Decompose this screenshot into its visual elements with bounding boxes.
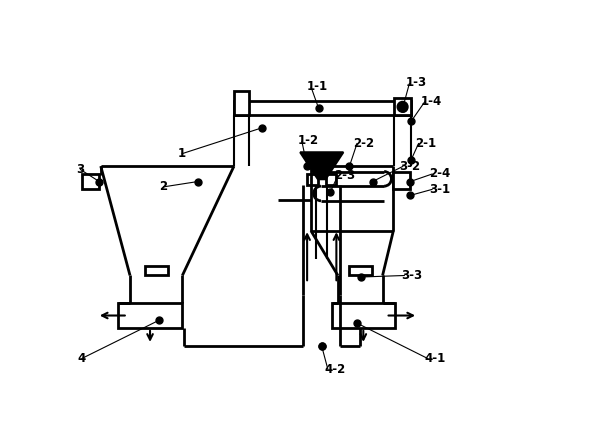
Bar	[349, 266, 372, 276]
Text: 3-2: 3-2	[399, 160, 421, 173]
Polygon shape	[300, 152, 343, 179]
Text: 1-3: 1-3	[406, 76, 427, 89]
Text: 2-4: 2-4	[429, 168, 450, 180]
Text: 3: 3	[76, 163, 84, 176]
Bar	[234, 101, 411, 115]
Text: 3-1: 3-1	[429, 183, 450, 196]
Text: 2-1: 2-1	[415, 137, 436, 149]
Text: 1-2: 1-2	[298, 134, 319, 147]
Text: 1: 1	[178, 147, 186, 160]
Bar	[332, 303, 395, 328]
Text: 4: 4	[78, 352, 86, 365]
Text: 2: 2	[159, 181, 167, 193]
Text: 1-1: 1-1	[307, 80, 328, 93]
Bar	[234, 91, 250, 115]
Bar	[307, 174, 318, 184]
Bar	[394, 98, 411, 115]
Text: 4-2: 4-2	[324, 363, 345, 376]
Text: 2-3: 2-3	[334, 169, 355, 182]
Text: 4-1: 4-1	[424, 352, 445, 365]
Bar	[325, 174, 336, 184]
Text: 2-2: 2-2	[353, 137, 374, 149]
Bar	[393, 172, 410, 189]
Text: 1-4: 1-4	[421, 95, 442, 108]
Bar	[82, 174, 99, 189]
Text: 3-3: 3-3	[401, 269, 422, 282]
Circle shape	[397, 101, 408, 112]
Bar	[118, 303, 181, 328]
Bar	[144, 266, 168, 276]
